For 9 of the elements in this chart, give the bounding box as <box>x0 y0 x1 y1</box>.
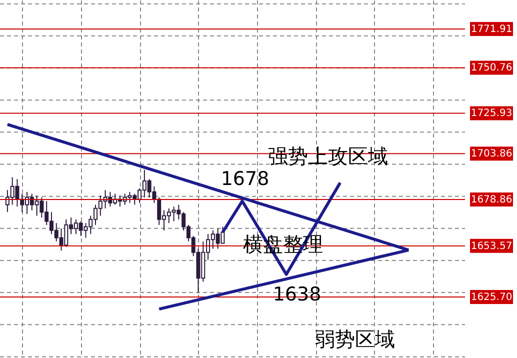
ref-line-label: 1678.86 <box>470 194 512 206</box>
ref-line-label: 1771.91 <box>470 24 512 35</box>
ref-line-label: 1703.86 <box>470 148 512 160</box>
ref-line-label: 1750.76 <box>470 62 512 74</box>
annotation: 弱势区域 <box>315 327 395 351</box>
ref-line-label: 1653.57 <box>470 240 512 252</box>
ref-line-label: 1725.93 <box>470 108 512 120</box>
ref-line-label: 1625.70 <box>470 292 512 303</box>
annotation: 1678 <box>220 168 270 190</box>
